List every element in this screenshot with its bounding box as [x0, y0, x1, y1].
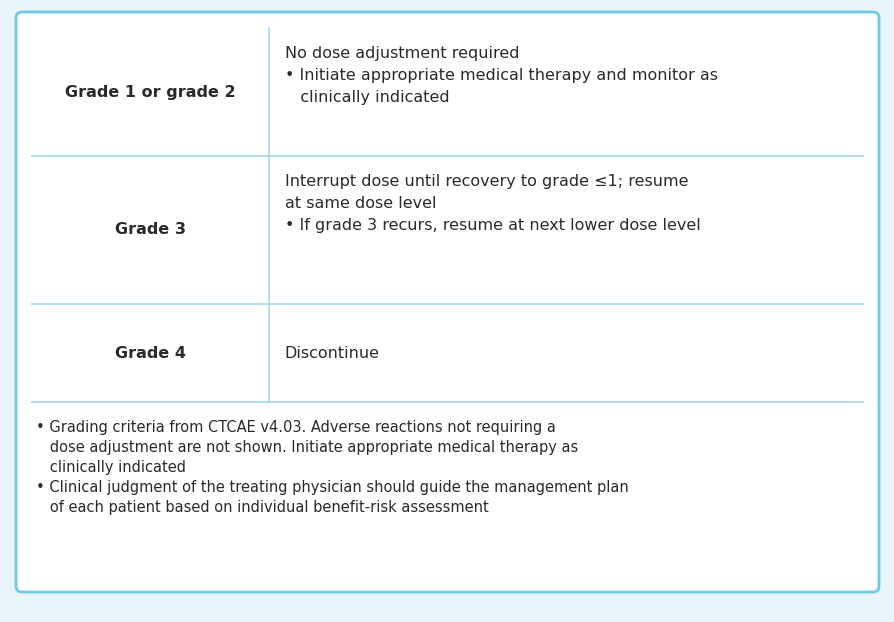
- Text: Interrupt dose until recovery to grade ≤1; resume: Interrupt dose until recovery to grade ≤…: [284, 174, 687, 189]
- Text: • If grade 3 recurs, resume at next lower dose level: • If grade 3 recurs, resume at next lowe…: [284, 218, 700, 233]
- Text: dose adjustment are not shown. Initiate appropriate medical therapy as: dose adjustment are not shown. Initiate …: [36, 440, 578, 455]
- Text: at same dose level: at same dose level: [284, 196, 436, 211]
- Text: clinically indicated: clinically indicated: [36, 460, 186, 475]
- Text: of each patient based on individual benefit-risk assessment: of each patient based on individual bene…: [36, 500, 488, 515]
- Text: No dose adjustment required: No dose adjustment required: [284, 46, 519, 61]
- Text: • Clinical judgment of the treating physician should guide the management plan: • Clinical judgment of the treating phys…: [36, 480, 628, 495]
- Text: Grade 3: Grade 3: [114, 223, 186, 238]
- Text: • Initiate appropriate medical therapy and monitor as: • Initiate appropriate medical therapy a…: [284, 68, 717, 83]
- Text: • Grading criteria from CTCAE v4.03. Adverse reactions not requiring a: • Grading criteria from CTCAE v4.03. Adv…: [36, 420, 555, 435]
- Text: Grade 4: Grade 4: [114, 345, 186, 361]
- Text: Discontinue: Discontinue: [284, 345, 379, 361]
- FancyBboxPatch shape: [16, 12, 878, 592]
- Text: clinically indicated: clinically indicated: [284, 90, 449, 105]
- Text: Grade 1 or grade 2: Grade 1 or grade 2: [65, 85, 235, 100]
